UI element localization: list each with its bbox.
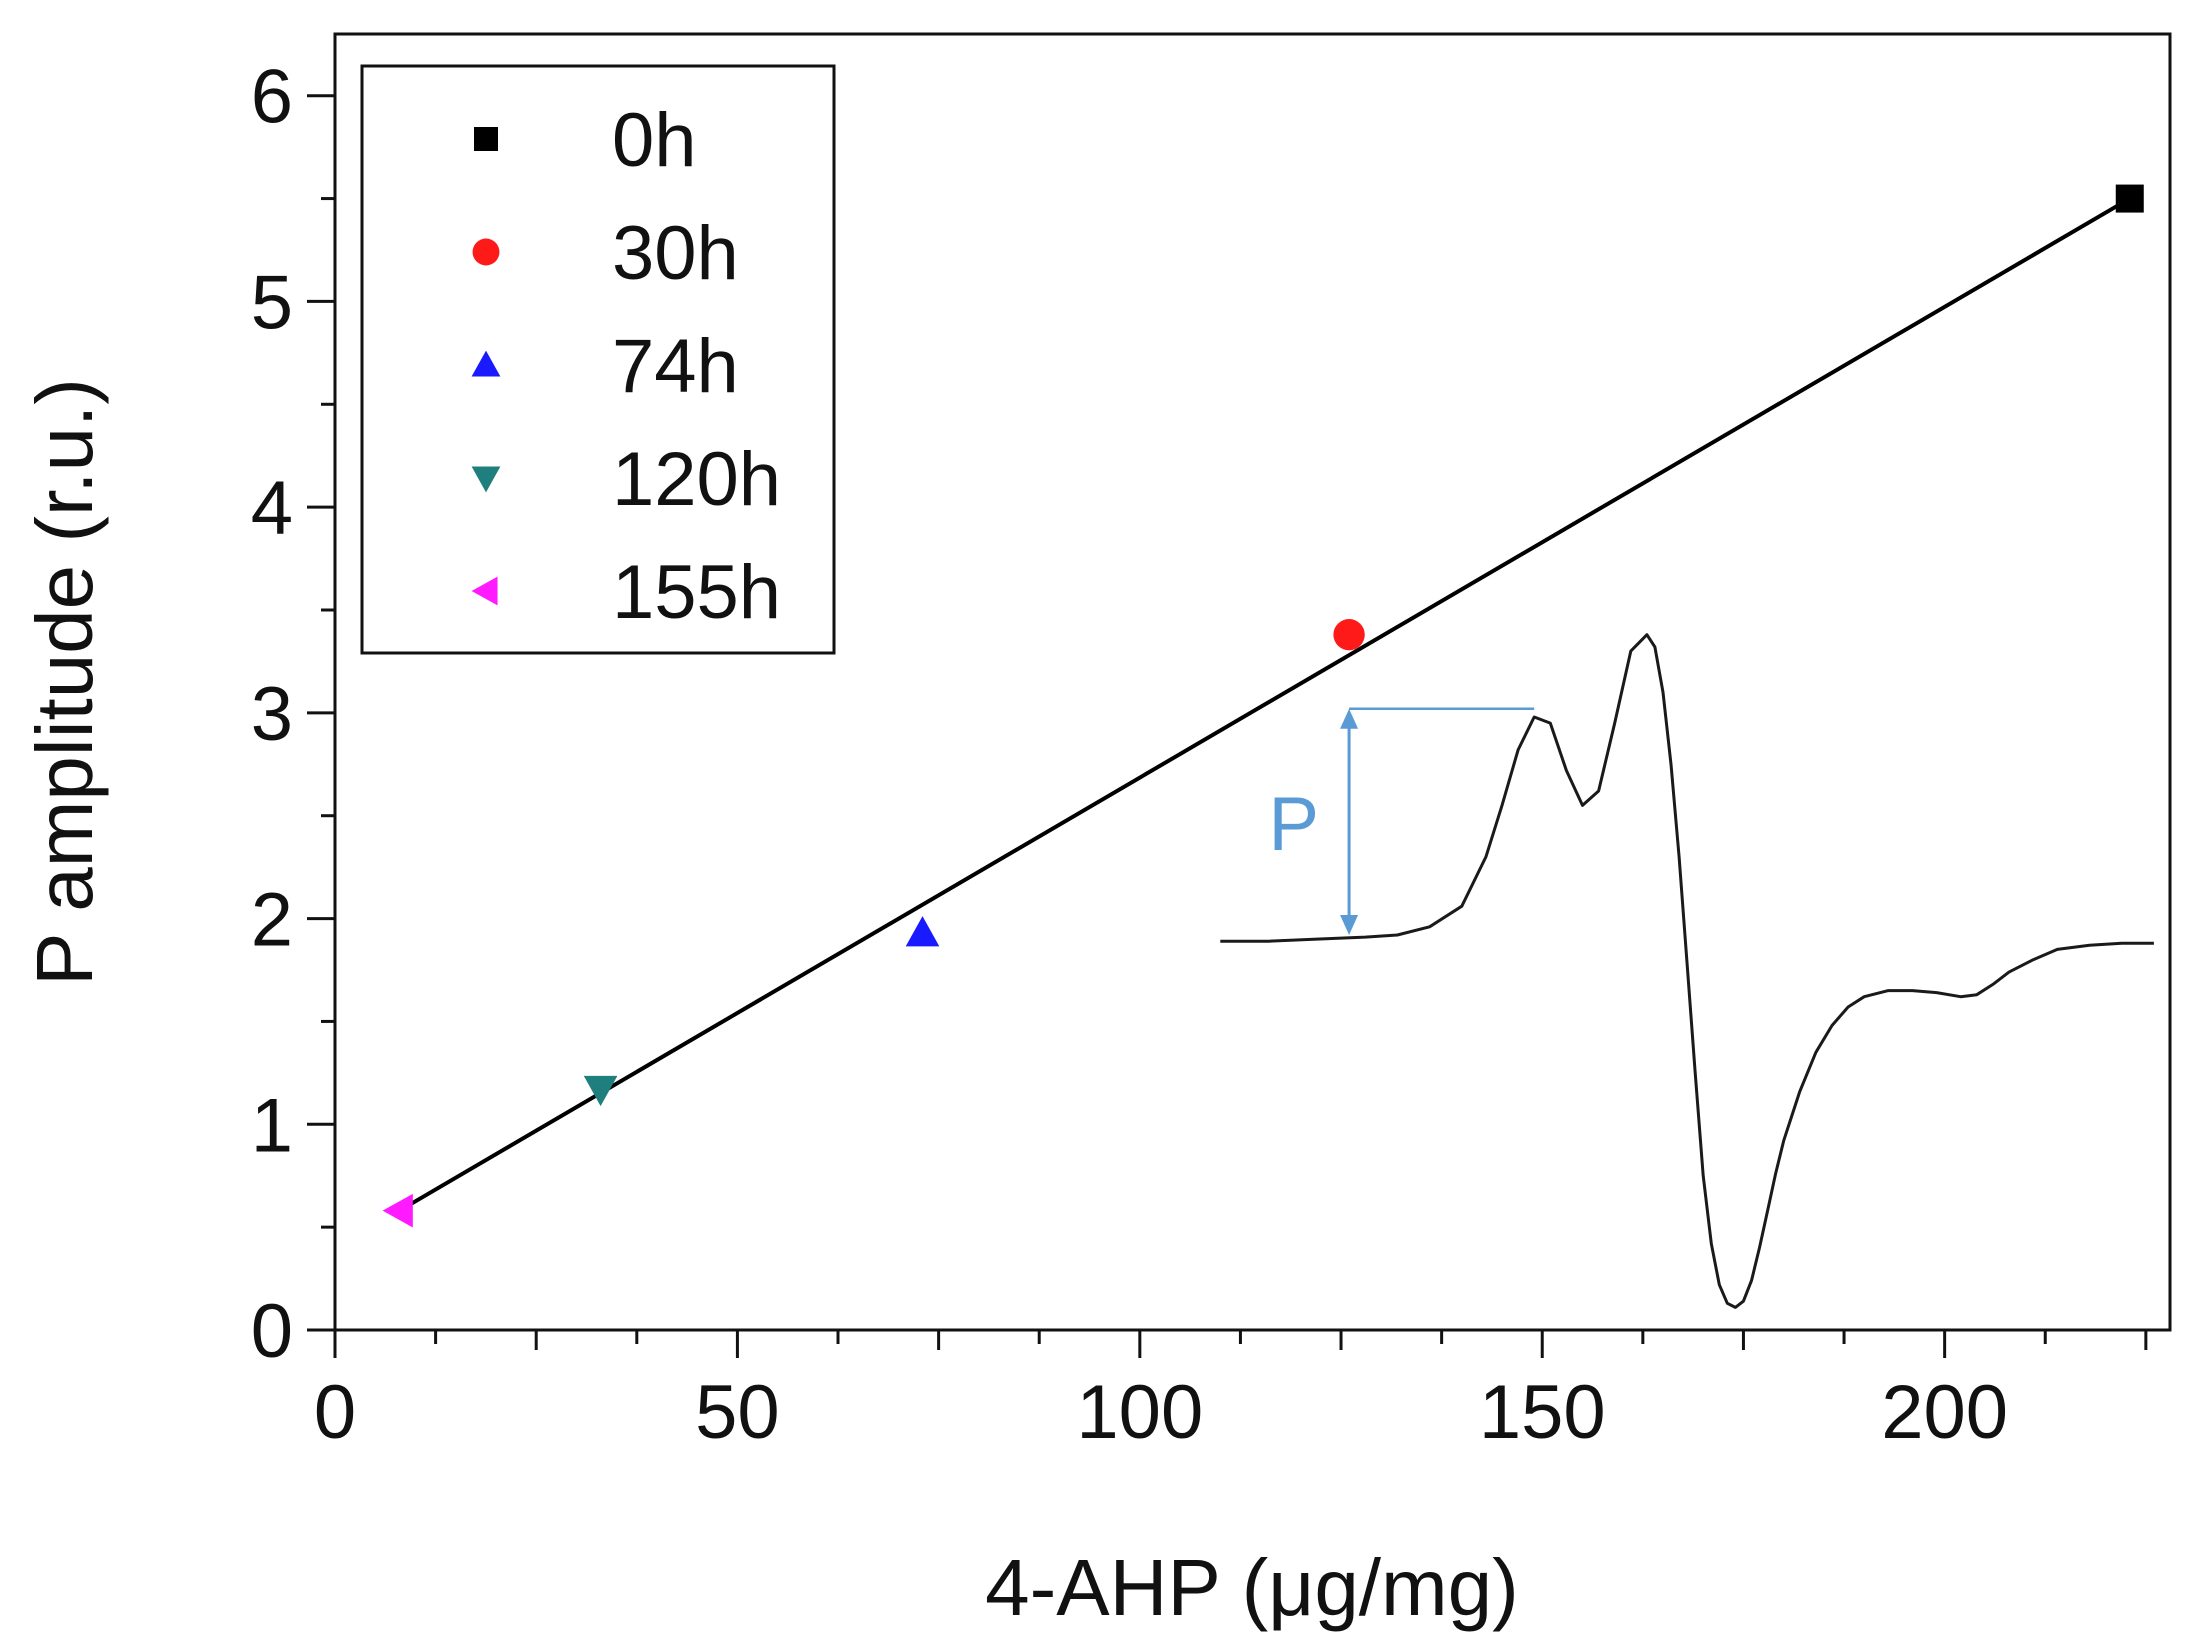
y-tick-label: 1	[251, 1083, 293, 1168]
legend-marker-74h	[471, 350, 501, 377]
data-point-30h	[1333, 619, 1365, 651]
y-tick-label: 0	[251, 1289, 293, 1374]
x-tick-label: 150	[1479, 1370, 1606, 1455]
spectrum-curve	[1220, 633, 2154, 1309]
amplitude-label: P	[1268, 782, 1319, 867]
y-tick-label: 4	[251, 466, 293, 551]
linear-fit-line	[398, 196, 2131, 1213]
x-tick-label: 0	[314, 1370, 356, 1455]
legend-label-30h: 30h	[612, 211, 739, 296]
y-axis-title: P amplitude (r.u.)	[20, 378, 109, 986]
y-axis-ticks: 0 1 2 3 4 5 6	[251, 55, 335, 1374]
legend-label-120h: 120h	[612, 437, 781, 522]
y-tick-label: 3	[251, 672, 293, 757]
legend-marker-30h	[472, 238, 500, 266]
legend-marker-0h	[474, 127, 498, 151]
data-point-155h	[382, 1193, 413, 1228]
y-tick-label: 6	[251, 55, 293, 140]
data-point-0h	[2115, 184, 2144, 213]
legend-box	[360, 64, 836, 655]
data-points	[382, 184, 2144, 1228]
x-axis-title: 4-AHP (μg/mg)	[985, 1543, 1519, 1632]
fit-line-segment	[398, 196, 2131, 1213]
legend-marker-120h	[471, 466, 501, 493]
legend-label-74h: 74h	[612, 324, 739, 409]
data-point-120h	[583, 1075, 618, 1107]
amplitude-arrow-head-top	[1340, 708, 1359, 729]
x-tick-label: 100	[1076, 1370, 1203, 1455]
amplitude-arrow-head-bottom	[1340, 915, 1359, 936]
x-tick-label: 50	[695, 1370, 780, 1455]
x-tick-label: 200	[1881, 1370, 2008, 1455]
epr-spectrum-inset: P	[1220, 633, 2154, 1309]
y-tick-label: 5	[251, 260, 293, 345]
x-axis-ticks: 0 50 100 150 200	[314, 1330, 2148, 1455]
legend: 0h 30h 74h 120h 155h	[360, 64, 836, 655]
legend-label-0h: 0h	[612, 98, 697, 183]
y-tick-label: 2	[251, 878, 293, 963]
data-point-74h	[905, 916, 940, 947]
legend-label-155h: 155h	[612, 550, 781, 635]
plot-frame	[333, 32, 2172, 1332]
legend-marker-155h	[471, 576, 498, 606]
